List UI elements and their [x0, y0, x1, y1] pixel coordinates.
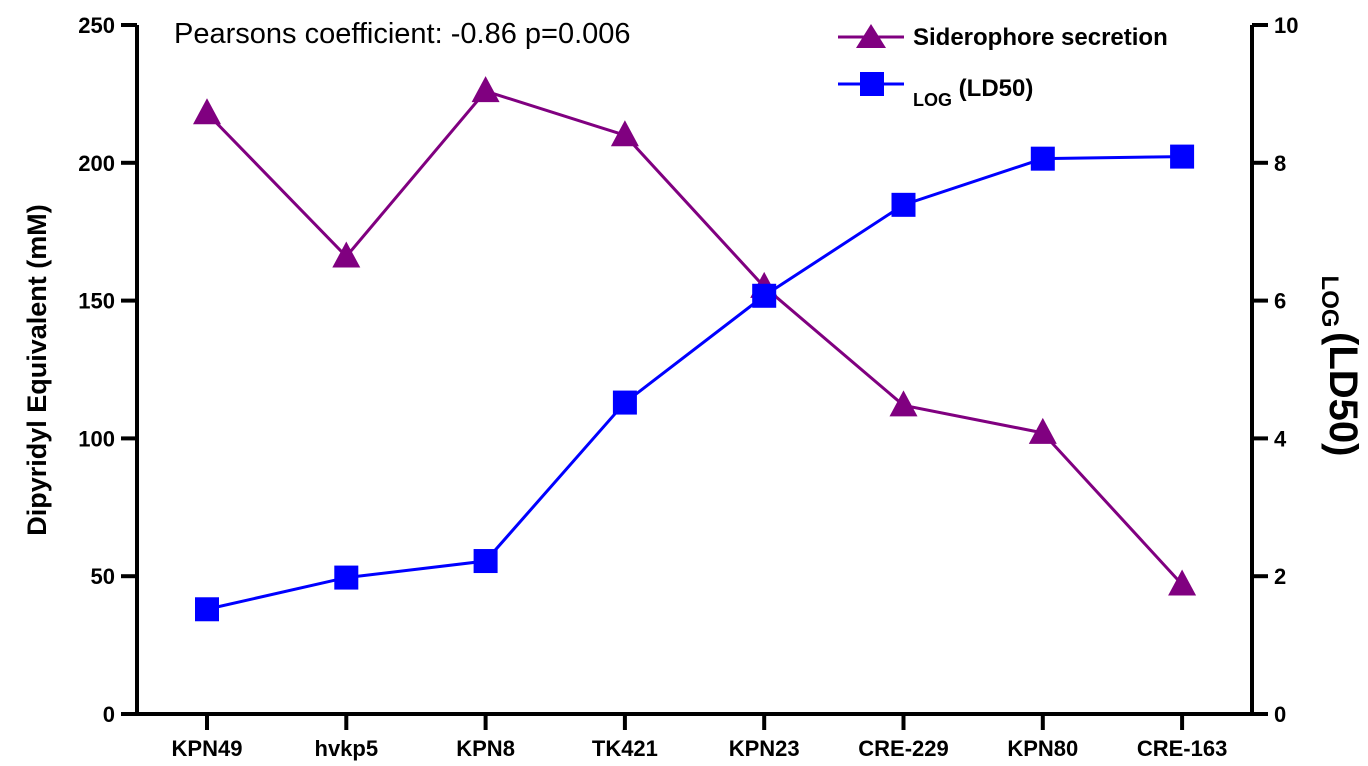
x-category-label: hvkp5 — [315, 736, 379, 761]
square-point — [334, 565, 359, 590]
series-line — [205, 89, 1184, 586]
triangle-point — [1168, 569, 1197, 596]
square-point — [473, 549, 498, 574]
left-tick-label: 200 — [78, 151, 115, 176]
x-ticks: KPN49 hvkp5 KPN8 TK421 KPN23 CRE-229 KPN80 CRE-… — [172, 714, 1227, 761]
triangle-point — [889, 390, 918, 417]
left-y-ticks: 0 50 100 150 200 250 — [78, 13, 137, 727]
square-point — [612, 390, 637, 415]
triangle-point — [1028, 417, 1057, 444]
y2-axis-title-main: (LD50) — [1321, 332, 1365, 456]
triangle-point — [471, 76, 500, 103]
right-tick-label: 10 — [1274, 13, 1298, 38]
legend-square-marker — [860, 72, 884, 96]
legend-label-logld50-sub: LOG — [913, 90, 952, 110]
right-y-ticks: 0 2 4 6 8 10 — [1252, 13, 1298, 727]
right-tick-label: 2 — [1274, 564, 1286, 589]
right-tick-label: 6 — [1274, 289, 1286, 314]
axes — [135, 25, 1254, 716]
x-category-label: KPN8 — [456, 736, 515, 761]
square-point — [1030, 146, 1055, 171]
left-tick-label: 0 — [103, 702, 115, 727]
legend-triangle-marker — [856, 24, 886, 48]
triangle-point — [193, 98, 221, 125]
svg-text:LOG (LD50): LOG (LD50) — [1316, 276, 1365, 457]
x-category-label: TK421 — [592, 736, 658, 761]
y2-axis-title-sub: LOG — [1316, 276, 1343, 328]
x-category-label: KPN80 — [1007, 736, 1078, 761]
series-layer — [193, 76, 1197, 622]
y-axis-title: Dipyridyl Equivalent (mM) — [22, 204, 52, 536]
pearson-annotation: Pearsons coefficient: -0.86 p=0.006 — [174, 18, 631, 50]
triangle-point — [332, 241, 361, 268]
legend: Siderophore secretion LOG (LD50) — [838, 24, 1168, 112]
square-point — [891, 192, 916, 217]
legend-item-siderophore: Siderophore secretion — [838, 24, 1168, 51]
right-tick-label: 4 — [1274, 426, 1287, 451]
x-category-label: KPN23 — [729, 736, 800, 761]
x-category-label: CRE-163 — [1137, 736, 1227, 761]
series-line — [206, 155, 1183, 611]
square-point — [195, 597, 219, 622]
square-point — [752, 283, 777, 308]
triangle-point — [610, 120, 639, 147]
legend-label-logld50: LOG (LD50) — [913, 75, 1033, 112]
left-tick-label: 150 — [78, 289, 115, 314]
right-tick-label: 8 — [1274, 151, 1286, 176]
left-tick-label: 100 — [78, 426, 115, 451]
x-category-label: CRE-229 — [858, 736, 948, 761]
square-point — [1170, 144, 1195, 169]
left-tick-label: 50 — [91, 564, 115, 589]
legend-item-logld50: LOG (LD50) — [838, 72, 1033, 112]
x-category-label: KPN49 — [172, 736, 243, 761]
series-logld50 — [195, 144, 1195, 622]
left-tick-label: 250 — [78, 13, 115, 38]
legend-label-siderophore: Siderophore secretion — [913, 24, 1168, 51]
y2-axis-title: LOG (LD50) — [1316, 276, 1365, 457]
legend-label-logld50-main: (LD50) — [959, 75, 1034, 102]
right-tick-label: 0 — [1274, 702, 1286, 727]
